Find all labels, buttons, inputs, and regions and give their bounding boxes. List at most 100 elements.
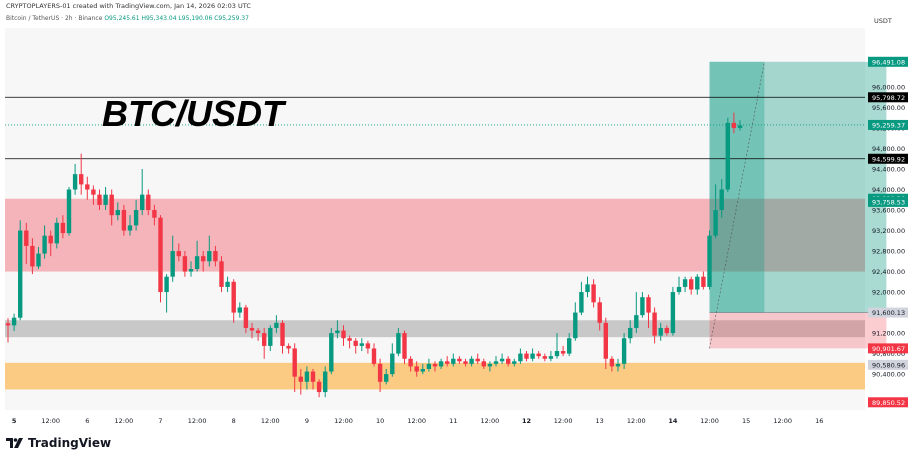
candle-body: [5, 323, 11, 326]
candle-body: [670, 292, 676, 334]
candle-body: [140, 194, 145, 211]
price-label[interactable]: 95,798.72: [872, 94, 905, 102]
price-label[interactable]: 89,850.52: [872, 399, 905, 407]
y-tick-label: 92,800.00: [872, 248, 905, 256]
candle-body: [695, 276, 700, 290]
price-label[interactable]: 93,758.53: [872, 198, 905, 206]
candle-body: [615, 363, 621, 367]
x-tick-label: 15: [742, 417, 750, 425]
price-label[interactable]: 91,600.13: [872, 309, 905, 317]
candle-body: [469, 358, 474, 364]
candle-body: [194, 256, 200, 269]
candle-body: [603, 322, 608, 359]
candle-body: [91, 189, 96, 195]
candle-body: [219, 261, 224, 287]
candle-body: [164, 276, 169, 293]
plot-area: [5, 28, 865, 410]
candle-body: [341, 330, 346, 339]
x-tick-label: 12:00: [407, 417, 426, 425]
x-tick-label: 8: [232, 417, 236, 425]
candle-body: [524, 353, 529, 359]
candle-body: [85, 184, 90, 190]
x-tick-label: 7: [158, 417, 162, 425]
candle-body: [719, 189, 724, 211]
candle-body: [689, 279, 694, 290]
symbol-line[interactable]: Bitcoin / TetherUS · 2h · Binance O95,24…: [6, 15, 249, 22]
candle-body: [554, 351, 560, 357]
candle-body: [652, 312, 657, 336]
x-tick-label: 12:00: [627, 417, 646, 425]
candle-body: [207, 251, 212, 262]
y-tick-label: 92,400.00: [872, 268, 905, 276]
price-label[interactable]: 95,259.37: [872, 121, 905, 129]
candle-body: [707, 235, 712, 287]
candle-body: [54, 222, 59, 244]
candle-body: [628, 327, 633, 339]
candle-body: [506, 358, 511, 364]
candle-body: [463, 361, 468, 364]
candle-body: [591, 284, 596, 303]
candle-body: [11, 317, 17, 326]
candle-body: [213, 251, 218, 262]
candle-body: [518, 353, 523, 362]
candle-body: [121, 210, 127, 231]
candle-body: [713, 210, 718, 236]
candle-body: [737, 125, 743, 128]
candle-body: [316, 381, 322, 393]
y-tick-label: 91,200.00: [872, 330, 905, 338]
candle-body: [66, 189, 72, 234]
tradingview-brand[interactable]: TradingView: [6, 436, 111, 450]
candle-body: [640, 297, 645, 316]
candle-body: [304, 371, 310, 382]
price-label[interactable]: 94,599.92: [872, 155, 905, 163]
brand-name: TradingView: [28, 436, 112, 450]
candle-body: [30, 245, 35, 267]
candle-body: [268, 327, 273, 346]
x-tick-label: 12:00: [261, 417, 280, 425]
position-profit-zone[interactable]: [709, 61, 887, 313]
tradingview-logo-icon: [6, 438, 23, 448]
candle-body: [103, 194, 108, 205]
x-tick-label: 12:00: [700, 417, 719, 425]
candle-body: [24, 230, 29, 246]
candle-body: [347, 338, 352, 341]
candle-body: [262, 333, 267, 346]
candle-body: [133, 210, 139, 226]
candle-body: [359, 343, 364, 346]
candle-body: [481, 361, 486, 367]
currency-label[interactable]: USDT: [874, 17, 892, 25]
x-tick-label: 12:00: [481, 417, 500, 425]
x-tick-label: 12:00: [41, 417, 60, 425]
candle-body: [353, 340, 358, 346]
price-label-bg: [868, 92, 908, 103]
price-label-bg: [868, 119, 908, 130]
price-label[interactable]: 90,580.96: [872, 361, 905, 369]
candle-body: [280, 322, 285, 346]
candle-body: [60, 222, 66, 234]
candle-body: [36, 253, 41, 267]
candle-body: [390, 353, 395, 375]
candle-body: [274, 322, 279, 328]
candle-body: [237, 307, 242, 313]
price-label-bg: [868, 196, 908, 207]
candle-body: [225, 281, 230, 287]
candle-body: [567, 338, 572, 354]
candle-body: [298, 376, 303, 382]
price-label[interactable]: 90,901.67: [872, 345, 905, 353]
price-label[interactable]: 96,491.08: [872, 58, 905, 66]
candle-body: [597, 302, 602, 323]
candle-body: [414, 366, 419, 372]
position-stop-zone[interactable]: [709, 312, 887, 349]
candle-body: [621, 338, 627, 364]
candle-body: [579, 292, 584, 313]
candle-body: [182, 256, 188, 272]
x-tick-label: 16: [815, 417, 823, 425]
candle-body: [499, 358, 505, 362]
x-tick-label: 12: [522, 417, 531, 425]
symbol-title: Bitcoin / TetherUS · 2h · Binance: [6, 15, 103, 22]
price-label-bg: [868, 343, 908, 354]
y-tick-label: 90,800.00: [872, 350, 905, 358]
candle-body: [365, 343, 371, 349]
candle-body: [18, 230, 23, 318]
